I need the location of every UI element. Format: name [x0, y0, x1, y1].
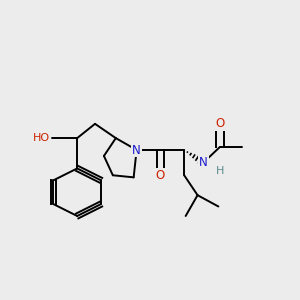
Text: O: O: [215, 117, 224, 130]
Text: H: H: [216, 166, 224, 176]
Text: N: N: [199, 156, 208, 169]
Text: HO: HO: [33, 133, 50, 143]
Text: O: O: [156, 169, 165, 182]
Text: N: N: [132, 143, 141, 157]
